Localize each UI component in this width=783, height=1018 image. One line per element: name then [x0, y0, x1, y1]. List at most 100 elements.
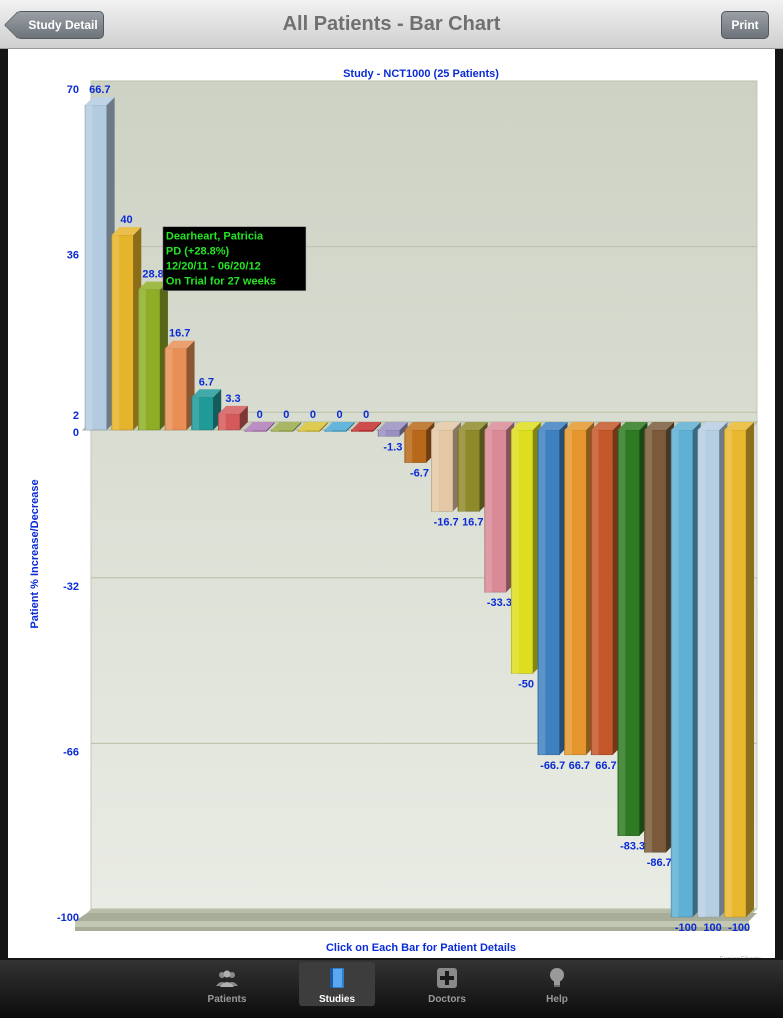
bar-highlight [592, 429, 599, 755]
data-label-5: 6.7 [199, 376, 214, 388]
bar-highlight [192, 397, 200, 430]
tooltip-line-4: On Trial for 27 weeks [166, 276, 276, 288]
bar-highlight [352, 429, 359, 432]
data-label-3: 28.8 [142, 269, 163, 281]
bar-20[interactable] [590, 421, 621, 756]
y-axis-label: Patient % Increase/Decrease [29, 479, 41, 628]
bar-6[interactable] [217, 405, 248, 431]
tab-doctors[interactable]: Doctors [409, 962, 485, 1006]
bar-highlight [219, 413, 226, 430]
bar-7[interactable] [244, 421, 275, 432]
bar-3[interactable] [138, 281, 168, 431]
bar-2[interactable] [111, 227, 142, 431]
bar-highlight [325, 429, 333, 432]
bar-17[interactable] [510, 421, 541, 674]
doctors-icon [437, 968, 457, 988]
bar-tooltip: Dearheart, Patricia PD (+28.8%) 12/20/11 -… [162, 226, 307, 291]
data-label-14: -16.7 [434, 516, 459, 528]
bar-13[interactable] [404, 421, 435, 463]
data-label-23: -100 [675, 922, 697, 934]
study-detail-back-button[interactable]: Study Detail [3, 10, 104, 40]
tooltip-box [162, 226, 307, 291]
bar-side [346, 421, 355, 432]
bar-top [351, 421, 382, 430]
bar-14[interactable] [431, 421, 461, 512]
data-label-25: -100 [728, 922, 750, 934]
bar-11[interactable] [351, 421, 382, 432]
bar-top [111, 227, 142, 236]
tab-bar: Patients Studies Doctors Help [0, 960, 783, 1018]
bar-highlight [139, 289, 146, 430]
data-label-15: 16.7 [462, 516, 483, 528]
bar-top [298, 421, 328, 430]
y-tick-label-6: -100 [57, 912, 79, 924]
bar-top [138, 281, 168, 290]
bar-top [378, 421, 408, 430]
data-label-9: 0 [310, 409, 316, 421]
bar-top [164, 340, 195, 349]
tab-patients-label: Patients [207, 994, 247, 1005]
bar-24[interactable] [697, 421, 728, 918]
bar-top [271, 421, 302, 430]
data-label-19: 66.7 [569, 760, 590, 772]
tab-studies-label: Studies [318, 994, 356, 1005]
tab-help-label: Help [546, 994, 568, 1005]
bar-18[interactable] [537, 421, 568, 756]
bar-side [293, 421, 302, 432]
back-button-label: Study Detail [28, 18, 98, 32]
x-axis-label: Click on Each Bar for Patient Details [326, 942, 516, 954]
bar-8[interactable] [271, 421, 302, 432]
bar-highlight [672, 429, 679, 917]
bar-22[interactable] [644, 421, 675, 853]
data-label-12: -1.3 [383, 441, 402, 453]
tab-patients[interactable]: Patients [189, 962, 265, 1006]
bar-top [324, 421, 355, 430]
bar-highlight [245, 429, 253, 432]
y-tick-label-3: 0 [73, 427, 79, 439]
bar-21[interactable] [617, 421, 648, 836]
tab-doctors-label: Doctors [428, 994, 466, 1005]
bar-19[interactable] [564, 421, 595, 756]
bar-side [239, 405, 248, 430]
data-label-7: 0 [257, 409, 263, 421]
bar-5[interactable] [191, 389, 222, 431]
print-button[interactable]: Print [721, 11, 769, 39]
data-label-17: -50 [518, 678, 534, 690]
y-tick-label-5: -66 [63, 746, 79, 758]
bar-highlight [618, 429, 626, 836]
data-label-16: -33.3 [487, 597, 512, 609]
bar-top [644, 421, 675, 430]
bar-1[interactable] [84, 97, 115, 431]
bar-16[interactable] [484, 421, 515, 593]
bar-top [564, 421, 595, 430]
bar-10[interactable] [324, 421, 355, 432]
tab-studies[interactable]: Studies [299, 962, 375, 1006]
data-label-18: -66.7 [540, 760, 565, 772]
bar-25[interactable] [724, 421, 754, 918]
bar-12[interactable] [377, 421, 408, 437]
bar-top [617, 421, 648, 430]
bar-top [457, 421, 488, 430]
bar-23[interactable] [670, 421, 701, 918]
bar-top [484, 421, 515, 430]
bar-4[interactable] [164, 340, 195, 431]
bar-highlight [112, 235, 120, 430]
bar-highlight [165, 348, 173, 430]
y-tick-label-4: -32 [63, 581, 79, 593]
bar-side [399, 421, 408, 437]
bar-side [373, 421, 382, 432]
bar-15[interactable] [457, 421, 488, 512]
watermark: FusionCharts [719, 956, 761, 958]
bar-highlight [272, 429, 279, 432]
page-title: All Patients - Bar Chart [282, 13, 501, 35]
bar-top [431, 421, 461, 430]
data-label-24: 100 [703, 922, 721, 934]
help-icon [550, 968, 564, 987]
bar-9[interactable] [297, 421, 328, 432]
bar-top [191, 389, 222, 398]
tab-help[interactable]: Help [519, 962, 595, 1006]
studies-icon [330, 968, 344, 988]
navigation-bar: Study Detail All Patients - Bar Chart Pr… [0, 0, 783, 49]
bar-side [319, 421, 328, 432]
bar-top [671, 421, 701, 430]
